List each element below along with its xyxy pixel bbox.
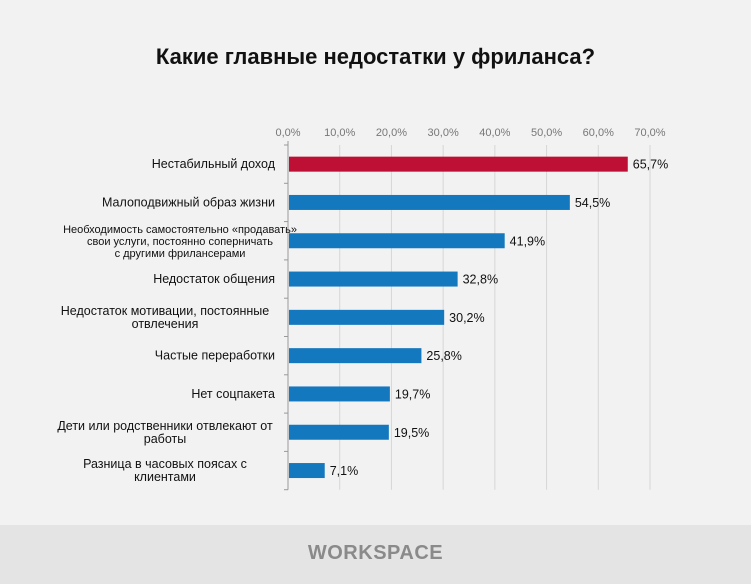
category-label: Малоподвижный образ жизни	[102, 195, 275, 209]
bar	[289, 463, 325, 479]
bar	[289, 348, 422, 364]
category-label: Разница в часовых поясах с клиентами	[83, 457, 247, 484]
bar	[289, 194, 570, 210]
category-label: Необходимость самостоятельно «продавать»…	[63, 224, 297, 260]
data-label: 19,5%	[394, 426, 429, 440]
data-label: 32,8%	[463, 273, 498, 287]
data-label: 54,5%	[575, 196, 610, 210]
data-label: 65,7%	[633, 158, 668, 172]
category-label: Недостаток общения	[153, 272, 275, 286]
workspace-logo: WORKSPACE	[307, 542, 444, 564]
tick-label: 70,0%	[634, 127, 665, 139]
bar	[289, 233, 505, 249]
tick-label: 10,0%	[324, 127, 355, 139]
bar	[289, 386, 390, 402]
category-label: Недостаток мотивации, постоянные отвлечен…	[61, 304, 270, 331]
footer: WORKSPACE	[0, 525, 751, 584]
bar-chart: 0,0% 10,0% 20,0% 30,0% 40,0% 50,0% 60,0% 70,0% 6…	[57, 127, 668, 491]
bar	[289, 271, 458, 287]
category-label: Нестабильный доход	[152, 157, 276, 171]
category-label: Дети или родственники отвлекают от работы	[57, 419, 273, 446]
data-label: 30,2%	[449, 311, 484, 325]
tick-label: 0,0%	[275, 127, 300, 139]
data-label: 41,9%	[510, 234, 545, 248]
bar	[289, 309, 445, 325]
bar	[289, 424, 389, 440]
category-label: Нет соцпакета	[191, 387, 275, 401]
tick-label: 30,0%	[428, 127, 459, 139]
data-label: 19,7%	[395, 387, 430, 401]
tick-label: 50,0%	[531, 127, 562, 139]
chart-title: Какие главные недостатки у фриланса?	[155, 44, 596, 69]
tick-label: 40,0%	[479, 127, 510, 139]
data-label: 25,8%	[426, 349, 461, 363]
data-label: 7,1%	[330, 464, 359, 478]
tick-label: 20,0%	[376, 127, 407, 139]
bar	[289, 156, 628, 172]
tick-label: 60,0%	[583, 127, 614, 139]
category-label: Частые переработки	[155, 349, 275, 363]
